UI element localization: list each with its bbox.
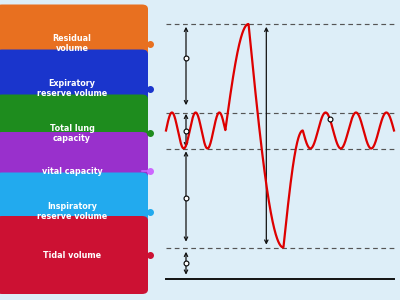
- FancyBboxPatch shape: [0, 172, 148, 250]
- Text: Inspiratory
reserve volume: Inspiratory reserve volume: [37, 202, 107, 221]
- Text: vital capacity: vital capacity: [42, 167, 102, 176]
- FancyBboxPatch shape: [0, 50, 148, 128]
- FancyBboxPatch shape: [0, 216, 148, 294]
- FancyBboxPatch shape: [0, 94, 148, 172]
- Text: Expiratory
reserve volume: Expiratory reserve volume: [37, 79, 107, 98]
- Text: Total lung
capacity: Total lung capacity: [50, 124, 94, 143]
- Text: Residual
volume: Residual volume: [52, 34, 92, 53]
- Text: Tidal volume: Tidal volume: [43, 250, 101, 260]
- FancyBboxPatch shape: [0, 4, 148, 82]
- FancyBboxPatch shape: [0, 132, 148, 210]
